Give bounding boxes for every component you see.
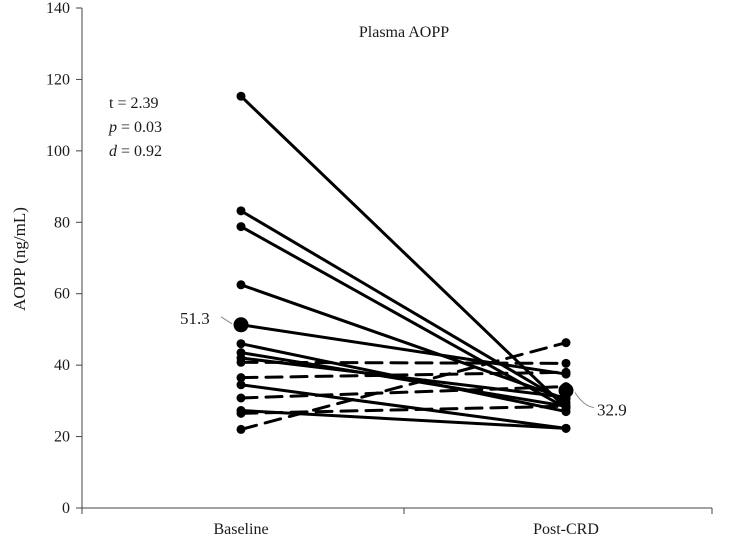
data-point	[561, 367, 571, 377]
y-tick-label: 60	[54, 286, 70, 303]
y-tick-label: 40	[54, 357, 70, 374]
data-point	[561, 338, 571, 348]
data-point	[236, 91, 246, 101]
data-point	[236, 408, 246, 418]
data-point	[236, 206, 246, 216]
data-points	[233, 91, 574, 434]
data-point	[236, 222, 246, 232]
y-tick-label: 20	[54, 429, 70, 446]
series-line-3	[239, 225, 568, 410]
data-point	[236, 424, 246, 434]
series-line-13	[239, 385, 568, 400]
data-point	[236, 380, 246, 390]
series-line-12	[239, 370, 568, 380]
mean-leader-baseline	[220, 316, 233, 325]
data-point	[236, 393, 246, 403]
series-lines	[239, 94, 568, 431]
y-tick-label: 100	[46, 143, 70, 160]
series-line-8	[239, 356, 568, 399]
x-tick-label: Post-CRD	[533, 521, 599, 538]
series-line-14	[239, 404, 568, 415]
y-tick-label: 120	[46, 71, 70, 88]
series-line-10	[239, 409, 568, 430]
data-point	[561, 401, 571, 411]
stat-d: d = 0.92	[109, 143, 162, 160]
x-tick-label: Baseline	[213, 521, 268, 538]
stat-p: p = 0.03	[108, 119, 162, 136]
mean-marker-baseline	[233, 317, 249, 333]
y-axis-title: AOPP (ng/mL)	[10, 207, 29, 311]
mean-leader-post	[574, 392, 595, 408]
data-point	[236, 339, 246, 349]
stat-t: t = 2.39	[109, 95, 158, 112]
labels: Plasma AOPP AOPP (ng/mL) 51.3 32.9 t = 2.3…	[10, 24, 627, 420]
chart-title: Plasma AOPP	[359, 24, 449, 41]
series-line-9	[239, 383, 568, 430]
y-tick-label: 0	[62, 500, 70, 517]
series-line-4	[239, 283, 568, 401]
data-point	[561, 423, 571, 433]
axes: 0 20 40 60 80 100 120 140 Baseline Post-CRD	[46, 0, 713, 538]
series-line-11	[239, 360, 568, 365]
mean-marker-post	[558, 383, 574, 398]
series-line-5	[239, 323, 568, 376]
data-point	[236, 280, 246, 290]
data-point	[236, 357, 246, 367]
data-point	[236, 373, 246, 383]
y-tick-label: 140	[46, 0, 70, 17]
y-tick-label: 80	[54, 214, 70, 231]
mean-label-post: 32.9	[597, 401, 627, 420]
mean-label-baseline: 51.3	[180, 309, 210, 328]
series-line-15	[239, 341, 568, 431]
data-point	[561, 358, 571, 368]
series-line-2	[239, 209, 568, 405]
